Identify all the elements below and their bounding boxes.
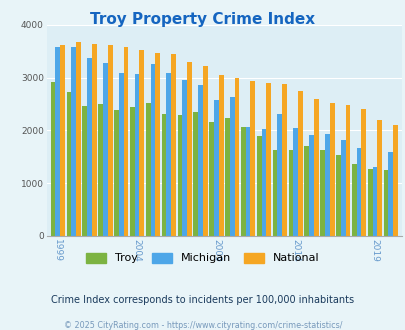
Bar [388, 152, 392, 236]
Bar [345, 105, 350, 236]
Bar [187, 62, 191, 236]
Bar [313, 99, 318, 236]
Legend: Troy, Michigan, National: Troy, Michigan, National [86, 253, 319, 263]
Bar [320, 150, 324, 236]
Text: Crime Index corresponds to incidents per 100,000 inhabitants: Crime Index corresponds to incidents per… [51, 295, 354, 305]
Bar [114, 110, 119, 236]
Bar [82, 106, 87, 236]
Bar [55, 48, 60, 236]
Bar [119, 73, 123, 236]
Bar [213, 100, 218, 236]
Bar [202, 66, 207, 236]
Bar [150, 64, 155, 236]
Bar [177, 115, 182, 236]
Bar [193, 112, 198, 236]
Bar [329, 103, 334, 236]
Bar [367, 169, 372, 236]
Bar [245, 127, 250, 236]
Bar [60, 45, 65, 236]
Bar [182, 80, 187, 236]
Bar [241, 127, 245, 236]
Bar [98, 104, 103, 236]
Bar [351, 164, 356, 236]
Bar [234, 78, 239, 236]
Bar [266, 83, 271, 236]
Bar [372, 167, 376, 236]
Bar [335, 155, 340, 236]
Bar [340, 140, 345, 236]
Bar [76, 42, 81, 236]
Bar [288, 150, 292, 236]
Bar [107, 45, 112, 236]
Bar [224, 118, 229, 236]
Bar [51, 82, 55, 236]
Bar [308, 135, 313, 236]
Bar [198, 85, 202, 236]
Bar [229, 97, 234, 236]
Bar [218, 75, 223, 236]
Bar [161, 114, 166, 236]
Bar [171, 54, 175, 236]
Bar [304, 146, 308, 236]
Bar [103, 63, 107, 236]
Text: © 2025 CityRating.com - https://www.cityrating.com/crime-statistics/: © 2025 CityRating.com - https://www.city… [64, 321, 341, 330]
Bar [250, 81, 255, 236]
Bar [272, 150, 277, 236]
Bar [356, 148, 360, 236]
Bar [155, 53, 160, 236]
Bar [134, 74, 139, 236]
Bar [209, 122, 213, 236]
Bar [277, 114, 281, 236]
Text: Troy Property Crime Index: Troy Property Crime Index [90, 12, 315, 26]
Bar [297, 91, 302, 236]
Bar [281, 84, 286, 236]
Bar [145, 103, 150, 236]
Bar [360, 109, 365, 236]
Bar [139, 50, 144, 236]
Bar [383, 171, 388, 236]
Bar [66, 92, 71, 236]
Bar [376, 120, 381, 236]
Bar [166, 73, 171, 236]
Bar [92, 44, 96, 236]
Bar [71, 48, 76, 236]
Bar [261, 129, 266, 236]
Bar [87, 58, 92, 236]
Bar [130, 107, 134, 236]
Bar [123, 48, 128, 236]
Bar [324, 134, 329, 236]
Bar [392, 125, 397, 236]
Bar [292, 128, 297, 236]
Bar [256, 136, 261, 236]
